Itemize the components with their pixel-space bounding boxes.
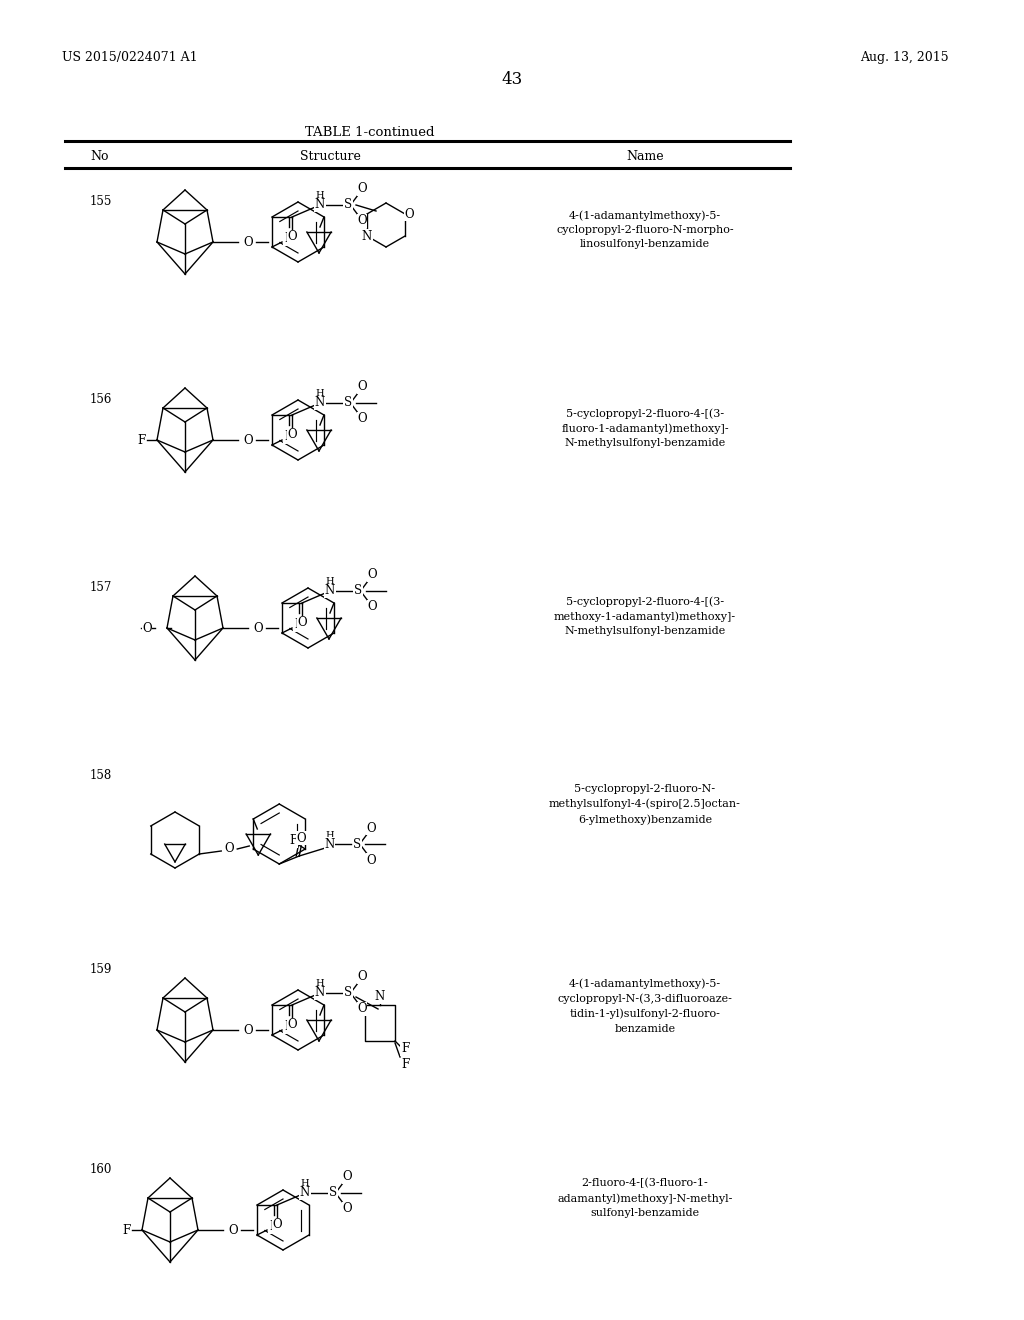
Text: 158: 158 bbox=[90, 770, 113, 781]
Text: F: F bbox=[137, 433, 145, 446]
Text: 156: 156 bbox=[90, 393, 113, 407]
Text: O: O bbox=[287, 429, 297, 441]
Text: H: H bbox=[315, 979, 325, 989]
Text: O: O bbox=[367, 821, 376, 834]
Text: S: S bbox=[344, 396, 352, 409]
Text: O: O bbox=[357, 214, 367, 227]
Text: No: No bbox=[90, 150, 109, 164]
Text: 4-(1-adamantylmethoxy)-5-
cyclopropyl-2-fluoro-N-morpho-
linosulfonyl-benzamide: 4-(1-adamantylmethoxy)-5- cyclopropyl-2-… bbox=[556, 210, 734, 249]
Text: 159: 159 bbox=[90, 964, 113, 975]
Text: O: O bbox=[404, 207, 414, 220]
Text: N: N bbox=[375, 990, 385, 1003]
Text: O: O bbox=[243, 433, 253, 446]
Text: Structure: Structure bbox=[300, 150, 360, 164]
Text: O: O bbox=[228, 1224, 238, 1237]
Text: O: O bbox=[296, 832, 306, 845]
Text: F: F bbox=[289, 834, 297, 847]
Text: H: H bbox=[315, 389, 325, 399]
Text: 157: 157 bbox=[90, 581, 113, 594]
Text: TABLE 1-continued: TABLE 1-continued bbox=[305, 125, 435, 139]
Text: O: O bbox=[357, 380, 367, 393]
Text: N: N bbox=[315, 198, 326, 211]
Text: S: S bbox=[344, 986, 352, 999]
Text: O: O bbox=[367, 854, 376, 866]
Text: O: O bbox=[368, 569, 377, 582]
Text: N: N bbox=[325, 585, 335, 598]
Text: O: O bbox=[357, 970, 367, 983]
Text: F: F bbox=[284, 1020, 292, 1034]
Text: O: O bbox=[357, 412, 367, 425]
Text: O: O bbox=[224, 842, 234, 855]
Text: O: O bbox=[342, 1203, 352, 1216]
Text: F: F bbox=[400, 1043, 410, 1056]
Text: F: F bbox=[294, 619, 302, 631]
Text: O: O bbox=[243, 1023, 253, 1036]
Text: Aug. 13, 2015: Aug. 13, 2015 bbox=[860, 50, 948, 63]
Text: S: S bbox=[353, 837, 361, 850]
Text: 4-(1-adamantylmethoxy)-5-
cyclopropyl-N-(3,3-difluoroaze-
tidin-1-yl)sulfonyl-2-: 4-(1-adamantylmethoxy)-5- cyclopropyl-N-… bbox=[557, 978, 732, 1034]
Text: N: N bbox=[325, 837, 335, 850]
Text: F: F bbox=[269, 1221, 278, 1233]
Text: 43: 43 bbox=[502, 71, 522, 88]
Text: O: O bbox=[243, 235, 253, 248]
Text: N: N bbox=[315, 396, 326, 409]
Text: F: F bbox=[284, 232, 292, 246]
Text: O: O bbox=[142, 622, 152, 635]
Text: H: H bbox=[315, 191, 325, 201]
Text: O: O bbox=[357, 1002, 367, 1015]
Text: S: S bbox=[329, 1187, 337, 1200]
Text: US 2015/0224071 A1: US 2015/0224071 A1 bbox=[62, 50, 198, 63]
Text: 5-cyclopropyl-2-fluoro-N-
methylsulfonyl-4-(spiro[2.5]octan-
6-ylmethoxy)benzami: 5-cyclopropyl-2-fluoro-N- methylsulfonyl… bbox=[549, 784, 741, 825]
Text: O: O bbox=[287, 231, 297, 243]
Text: 160: 160 bbox=[90, 1163, 113, 1176]
Text: 5-cyclopropyl-2-fluoro-4-[(3-
fluoro-1-adamantyl)methoxy]-
N-methylsulfonyl-benz: 5-cyclopropyl-2-fluoro-4-[(3- fluoro-1-a… bbox=[561, 408, 729, 449]
Text: O: O bbox=[253, 622, 263, 635]
Text: F: F bbox=[400, 1059, 410, 1072]
Text: N: N bbox=[315, 986, 326, 999]
Text: S: S bbox=[354, 585, 362, 598]
Text: O: O bbox=[357, 182, 367, 195]
Text: N: N bbox=[300, 1187, 310, 1200]
Text: 2-fluoro-4-[(3-fluoro-1-
adamantyl)methoxy]-N-methyl-
sulfonyl-benzamide: 2-fluoro-4-[(3-fluoro-1- adamantyl)metho… bbox=[557, 1177, 733, 1218]
Text: N: N bbox=[361, 230, 372, 243]
Text: O: O bbox=[297, 616, 307, 630]
Text: S: S bbox=[344, 198, 352, 211]
Text: Name: Name bbox=[627, 150, 664, 164]
Text: H: H bbox=[301, 1180, 309, 1188]
Text: H: H bbox=[325, 830, 334, 840]
Text: O: O bbox=[368, 601, 377, 614]
Text: 155: 155 bbox=[90, 195, 113, 209]
Text: O: O bbox=[287, 1019, 297, 1031]
Text: O: O bbox=[342, 1171, 352, 1184]
Text: H: H bbox=[326, 578, 334, 586]
Text: F: F bbox=[284, 430, 292, 444]
Text: O: O bbox=[272, 1218, 282, 1232]
Text: 5-cyclopropyl-2-fluoro-4-[(3-
methoxy-1-adamantyl)methoxy]-
N-methylsulfonyl-ben: 5-cyclopropyl-2-fluoro-4-[(3- methoxy-1-… bbox=[554, 597, 736, 636]
Text: F: F bbox=[122, 1224, 130, 1237]
